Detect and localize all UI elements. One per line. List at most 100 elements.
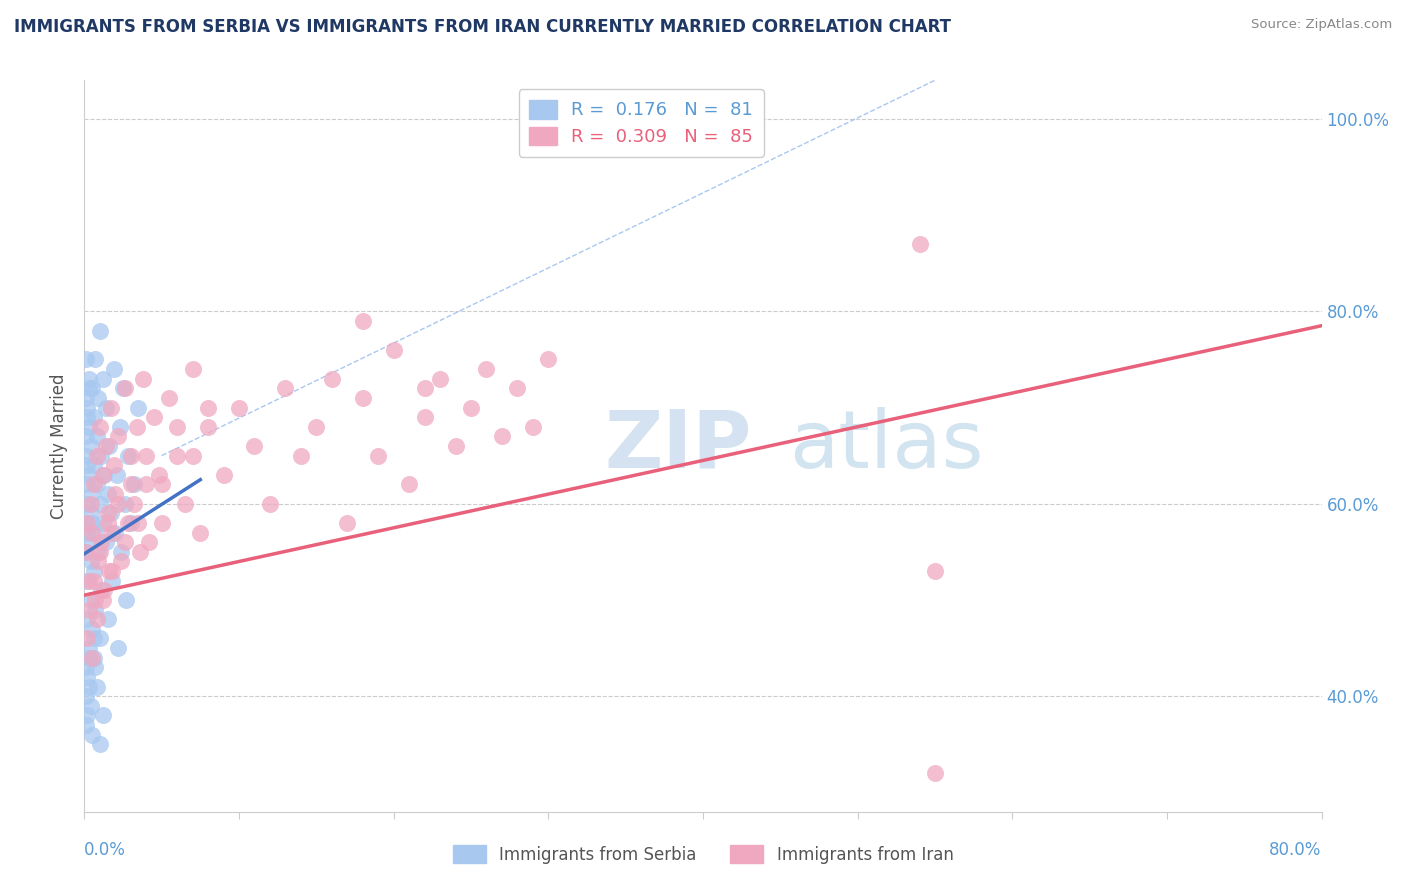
Point <box>83 650 105 665</box>
Point <box>76 401 98 415</box>
Point <box>107 641 129 656</box>
Point <box>79 698 101 713</box>
Point <box>259 497 281 511</box>
Point <box>188 525 211 540</box>
Point <box>491 429 513 443</box>
Point <box>104 487 127 501</box>
Point <box>522 419 544 434</box>
Point <box>89 324 111 338</box>
Point <box>75 718 97 732</box>
Point <box>84 525 107 540</box>
Point <box>76 525 98 540</box>
Point <box>84 602 107 616</box>
Point <box>96 507 118 521</box>
Point <box>127 401 149 415</box>
Point <box>107 429 129 443</box>
Point <box>159 391 180 405</box>
Point <box>506 381 529 395</box>
Point <box>105 467 128 482</box>
Point <box>86 429 108 443</box>
Point <box>110 554 132 568</box>
Point <box>96 612 118 626</box>
Point <box>166 419 188 434</box>
Point <box>79 593 101 607</box>
Point <box>924 564 946 578</box>
Point <box>75 516 97 530</box>
Point <box>243 439 266 453</box>
Point <box>77 381 100 395</box>
Point <box>197 401 219 415</box>
Point <box>77 419 100 434</box>
Point <box>122 477 145 491</box>
Text: IMMIGRANTS FROM SERBIA VS IMMIGRANTS FROM IRAN CURRENTLY MARRIED CORRELATION CHA: IMMIGRANTS FROM SERBIA VS IMMIGRANTS FRO… <box>14 18 950 36</box>
Point <box>87 391 110 405</box>
Point <box>460 401 482 415</box>
Text: 80.0%: 80.0% <box>1270 840 1322 859</box>
Point <box>76 632 98 646</box>
Point <box>83 574 105 588</box>
Point <box>77 650 100 665</box>
Point <box>103 362 125 376</box>
Point <box>101 525 124 540</box>
Point <box>82 516 104 530</box>
Point <box>75 545 97 559</box>
Point <box>86 449 108 463</box>
Point <box>75 660 97 674</box>
Point <box>122 497 145 511</box>
Point <box>107 497 129 511</box>
Point <box>94 535 117 549</box>
Point <box>135 477 157 491</box>
Point <box>75 477 97 491</box>
Point <box>82 381 104 395</box>
Point <box>82 487 104 501</box>
Point <box>75 545 97 559</box>
Point <box>87 554 110 568</box>
Point <box>91 371 114 385</box>
Point <box>114 535 136 549</box>
Point <box>413 410 436 425</box>
Point <box>77 371 100 385</box>
Point <box>98 564 121 578</box>
Point <box>91 708 114 723</box>
Point <box>76 574 98 588</box>
Point <box>212 467 235 482</box>
Point <box>96 516 118 530</box>
Point <box>150 477 173 491</box>
Point <box>104 525 127 540</box>
Point <box>82 728 104 742</box>
Point <box>908 236 931 251</box>
Point <box>228 401 250 415</box>
Point <box>83 477 105 491</box>
Point <box>86 612 108 626</box>
Point <box>352 391 374 405</box>
Point <box>91 516 114 530</box>
Point <box>112 381 135 395</box>
Point <box>138 535 160 549</box>
Point <box>76 708 98 723</box>
Point <box>76 612 98 626</box>
Point <box>174 497 197 511</box>
Point <box>82 650 104 665</box>
Point <box>75 429 97 443</box>
Point <box>101 574 124 588</box>
Point <box>114 381 136 395</box>
Point <box>76 497 98 511</box>
Point <box>475 362 498 376</box>
Point <box>274 381 297 395</box>
Point <box>114 497 136 511</box>
Point <box>120 516 142 530</box>
Point <box>924 766 946 780</box>
Point <box>120 449 142 463</box>
Point <box>429 371 451 385</box>
Point <box>77 467 100 482</box>
Point <box>93 467 115 482</box>
Point <box>91 593 114 607</box>
Point <box>143 410 166 425</box>
Point <box>98 439 121 453</box>
Point <box>120 477 142 491</box>
Point <box>84 660 107 674</box>
Point <box>117 516 139 530</box>
Point <box>77 641 100 656</box>
Point <box>100 507 122 521</box>
Point <box>132 371 155 385</box>
